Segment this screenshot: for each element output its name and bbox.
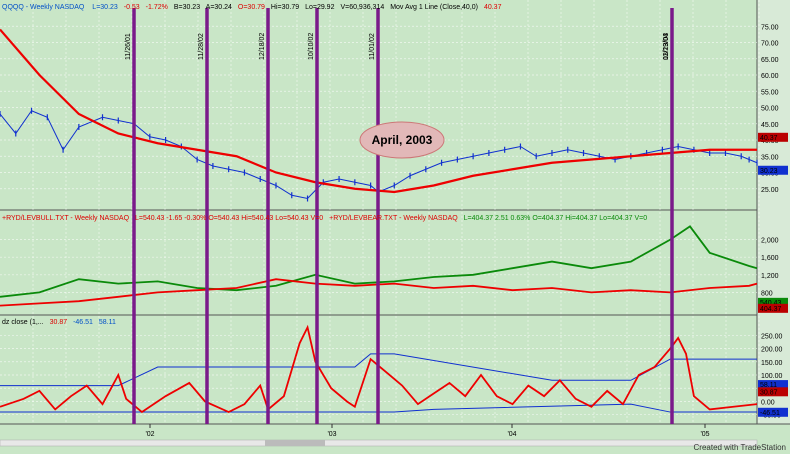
ratio-left-name: +RYD/LEVBULL.TXT - Weekly NASDAQ <box>2 215 130 222</box>
ratio-panel <box>0 225 758 307</box>
osc-last-label-bg <box>758 387 788 397</box>
price-line <box>0 110 758 200</box>
event-date-label: 12/18/02 <box>259 33 266 60</box>
osc-lower-last-label-bg <box>758 407 788 417</box>
x-axis-tick: '05 <box>700 431 709 438</box>
osc-y-tick: 150.00 <box>761 360 783 367</box>
osc-upper-last-label-bg <box>758 380 788 390</box>
price-pct: -1.72% <box>146 4 168 11</box>
bull-last-label: 540.43 <box>760 300 782 307</box>
scrollbar-track <box>0 439 758 447</box>
footer-credit: Created with TradeStation <box>693 443 787 452</box>
osc-y-tick: 0.00 <box>761 399 775 406</box>
bull-last-label-bg <box>758 297 788 307</box>
osc-v1: 30.87 <box>50 319 68 326</box>
price-change: -0.53 <box>124 4 140 11</box>
price-symbol: QQQQ - Weekly NASDAQ <box>2 4 85 11</box>
price-last: L=30.23 <box>92 4 118 11</box>
event-date-label: 11/28/02 <box>198 33 205 60</box>
ratio-series-line <box>0 225 758 298</box>
event-date-label: 03/13/03 <box>663 33 670 60</box>
osc-label: dz close (1,... <box>2 319 44 326</box>
osc-y-tick: 100.00 <box>761 373 783 380</box>
bear-last-label-bg <box>758 303 788 313</box>
x-axis-tick: '03 <box>327 431 336 438</box>
osc-last-label: 30.87 <box>760 389 778 396</box>
annotation-bubble <box>359 121 445 159</box>
y-tick-labels: 75.0070.0065.0060.0055.0050.0045.0040.00… <box>761 24 783 419</box>
osc-upper-last-label: 58.11 <box>760 382 777 389</box>
price-ask: A=30.24 <box>206 4 232 11</box>
price-volume: V=60,936,314 <box>340 4 384 11</box>
ratio-right-name: +RYD/LEVBEAR.TXT - Weekly NASDAQ <box>329 215 458 222</box>
osc-v2: -46.51 <box>73 319 93 326</box>
ratio-header: +RYD/LEVBULL.TXT - Weekly NASDAQ L=540.4… <box>2 215 647 222</box>
right-axis-area <box>757 0 790 424</box>
x-tick-labels: '02 '03 '04 '05 <box>145 424 710 438</box>
moving-average-line <box>0 28 757 194</box>
price-y-tick: 55.00 <box>761 89 779 96</box>
event-date-label: 11/26/01 <box>125 33 132 60</box>
ratio-left-values: L=540.43 -1.65 -0.30% O=540.43 Hi=540.43… <box>135 215 323 222</box>
event-lines: 11/26/01 11/28/02 12/18/02 10/10/02 11/01/02… <box>125 8 674 424</box>
osc-lower-last-label: -46.51 <box>760 410 780 417</box>
osc-y-tick: 250.00 <box>761 333 783 340</box>
time-scrollbar[interactable] <box>0 439 758 447</box>
ma-last-label-bg <box>758 132 788 142</box>
price-high: Hi=30.79 <box>271 4 299 11</box>
ratio-y-tick: 1,600 <box>761 255 779 262</box>
price-last-label: 30.23 <box>760 168 778 175</box>
price-y-tick: 70.00 <box>761 41 779 48</box>
ratio-y-tick: 800 <box>761 290 773 297</box>
ratio-series-line <box>0 278 758 307</box>
price-open: O=30.79 <box>238 4 265 11</box>
event-date-label: 11/01/02 <box>369 33 376 60</box>
price-y-tick: 35.00 <box>761 154 779 161</box>
price-header: QQQQ - Weekly NASDAQ L=30.23 -0.53 -1.72… <box>2 4 502 11</box>
osc-v3: 58.11 <box>99 319 116 326</box>
osc-header: dz close (1,... 30.87 -46.51 58.11 <box>2 319 116 326</box>
price-y-tick: 50.00 <box>761 106 779 113</box>
price-y-tick: 75.00 <box>761 24 779 31</box>
x-axis-tick: '04 <box>507 431 516 438</box>
ma-last-label: 40.37 <box>760 135 778 142</box>
price-y-tick: 45.00 <box>761 122 779 129</box>
annotation-text: April, 2003 <box>372 133 433 147</box>
price-bid: B=30.23 <box>174 4 200 11</box>
x-axis-area <box>0 424 790 454</box>
event-date-label: 10/10/02 <box>308 33 315 60</box>
ma-value: 40.37 <box>484 4 502 11</box>
scrollbar-thumb <box>265 440 325 446</box>
osc-y-tick: 200.00 <box>761 347 783 354</box>
price-last-label-bg <box>758 165 788 175</box>
ratio-y-tick: 1,200 <box>761 273 779 280</box>
price-low: Lo=29.92 <box>305 4 334 11</box>
ratio-y-tick: 2,000 <box>761 238 779 245</box>
price-y-tick: 60.00 <box>761 73 779 80</box>
osc-lower-band <box>0 403 757 413</box>
price-y-tick: 25.00 <box>761 187 779 194</box>
ma-label: Mov Avg 1 Line (Close,40,0) <box>390 4 478 11</box>
x-axis-tick: '02 <box>145 431 154 438</box>
price-y-tick: 65.00 <box>761 57 779 64</box>
event-date-label: 11/29/04 <box>663 33 670 60</box>
bear-last-label: 404.37 <box>760 306 782 313</box>
ratio-right-values: L=404.37 2.51 0.63% O=404.37 Hi=404.37 L… <box>464 215 648 222</box>
